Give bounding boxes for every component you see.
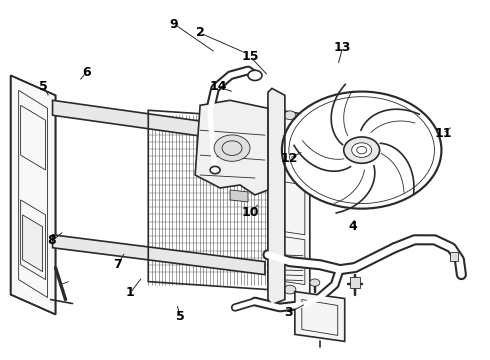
Bar (450, 252, 458, 261)
Circle shape (343, 137, 380, 163)
Polygon shape (230, 190, 248, 202)
Circle shape (352, 143, 371, 157)
Polygon shape (11, 75, 55, 315)
Text: 3: 3 (285, 306, 294, 319)
Text: 6: 6 (82, 66, 91, 79)
Polygon shape (23, 215, 43, 272)
Text: 9: 9 (170, 18, 178, 31)
Polygon shape (268, 108, 310, 294)
Circle shape (210, 166, 220, 174)
Circle shape (284, 111, 296, 120)
Polygon shape (148, 110, 268, 289)
Text: 7: 7 (114, 258, 122, 271)
Text: 5: 5 (176, 310, 185, 324)
Text: 8: 8 (48, 234, 56, 247)
Circle shape (284, 285, 296, 294)
Polygon shape (52, 235, 265, 275)
Polygon shape (195, 100, 268, 195)
Circle shape (248, 70, 262, 81)
Text: 10: 10 (241, 206, 259, 219)
Text: 11: 11 (434, 127, 452, 140)
Circle shape (310, 279, 320, 286)
Polygon shape (52, 100, 265, 145)
Text: 14: 14 (209, 80, 227, 93)
Text: 15: 15 (241, 50, 259, 63)
Polygon shape (268, 88, 285, 305)
Text: 4: 4 (348, 220, 357, 233)
Text: 13: 13 (334, 41, 351, 54)
Text: 2: 2 (196, 27, 204, 40)
Bar (350, 277, 360, 288)
Circle shape (282, 91, 441, 209)
Text: 1: 1 (126, 287, 135, 300)
Text: 12: 12 (280, 152, 298, 165)
Polygon shape (295, 292, 345, 341)
Circle shape (214, 135, 250, 161)
Text: 5: 5 (39, 80, 48, 93)
